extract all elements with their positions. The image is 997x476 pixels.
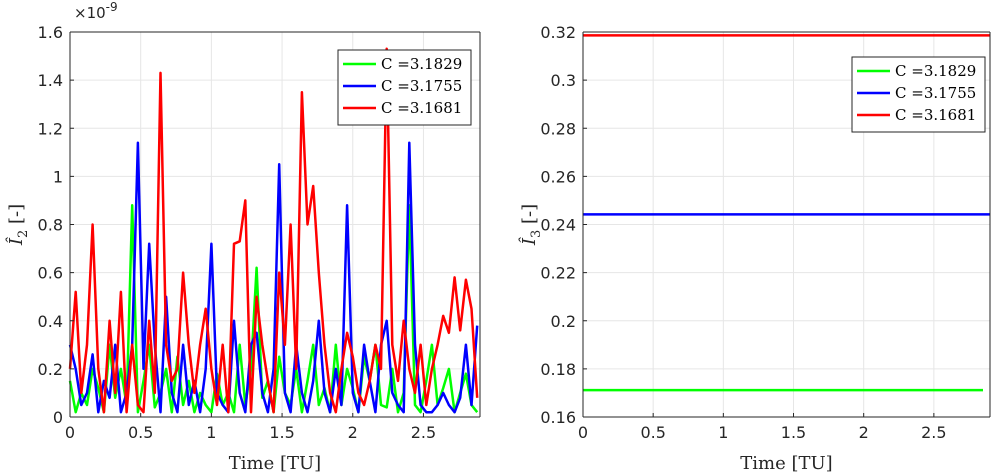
y-axis-label-main: Î [517, 236, 540, 246]
x-tick-label: 1.5 [781, 423, 806, 442]
x-tick-label: 2.5 [411, 423, 436, 442]
y-axis-exponent: ×10-9 [74, 0, 118, 22]
x-tick-label: 0.5 [640, 423, 665, 442]
legend-entry-1: C =3.1829 [381, 55, 462, 73]
x-tick-label: 0 [65, 423, 75, 442]
x-tick-label: 2 [348, 423, 358, 442]
y-tick-label: 0.26 [540, 167, 576, 186]
left-chart-panel: 0 0.5 1 1.5 2 2.5 0 0.2 0.4 0.6 0.8 1 1.2 1.4 1.6 Time … [4, 0, 481, 474]
legend-entry-1: C =3.1829 [895, 62, 976, 80]
y-axis-label-main: Î [4, 236, 27, 246]
y-tick-label: 0.28 [540, 119, 576, 138]
x-axis-label: Time [TU] [229, 453, 321, 474]
x-tick-label: 1 [718, 423, 728, 442]
x-tick-label: 2.5 [921, 423, 946, 442]
y-tick-label: 1.4 [38, 71, 63, 90]
y-axis-label: Î2 [-] [4, 204, 31, 246]
legend-entry-2: C =3.1755 [895, 84, 976, 102]
x-tick-label: 2 [859, 423, 869, 442]
y-tick-label: 1.2 [38, 119, 63, 138]
legend-entry-3: C =3.1681 [381, 99, 462, 117]
y-tick-label: 0.16 [540, 408, 576, 427]
x-tick-label: 1 [206, 423, 216, 442]
legend-box [337, 49, 472, 126]
x-tick-label: 1.5 [269, 423, 294, 442]
series-line-3 [68, 47, 479, 414]
y-tick-label: 0.6 [38, 264, 63, 283]
y-axis-label-subscript: 2 [16, 230, 31, 238]
y-tick-label: 0.18 [540, 360, 576, 379]
y-tick-label: 1 [53, 167, 63, 186]
y-tick-label: 0 [53, 408, 63, 427]
y-tick-label: 0.22 [540, 264, 576, 283]
right-chart-panel: 0 0.5 1 1.5 2 2.5 0.16 0.18 0.2 0.22 0.24 0.26 0.28 0… [517, 23, 991, 474]
y-tick-label: 0.2 [38, 360, 63, 379]
y-tick-label: 0.32 [540, 23, 576, 42]
y-axis-label: Î3 [-] [517, 204, 544, 246]
exponent-base: ×10 [74, 4, 106, 22]
x-tick-label: 0 [578, 423, 588, 442]
y-tick-label: 0.2 [551, 312, 576, 331]
legend-box [851, 56, 986, 133]
series-line-2 [68, 141, 479, 414]
legend-entry-3: C =3.1681 [895, 106, 976, 124]
x-axis-label: Time [TU] [740, 453, 832, 474]
exponent-power: -9 [106, 0, 118, 14]
y-tick-label: 0.3 [551, 71, 576, 90]
y-tick-label: 0.4 [38, 312, 63, 331]
y-axis-label-unit: [-] [6, 204, 27, 230]
y-axis-label-unit: [-] [519, 204, 540, 230]
y-axis-label-subscript: 3 [529, 230, 544, 238]
legend-entry-2: C =3.1755 [381, 77, 462, 95]
y-tick-label: 0.8 [38, 216, 63, 235]
x-tick-label: 0.5 [128, 423, 153, 442]
y-tick-label: 1.6 [38, 23, 63, 42]
y-tick-label: 0.24 [540, 216, 576, 235]
